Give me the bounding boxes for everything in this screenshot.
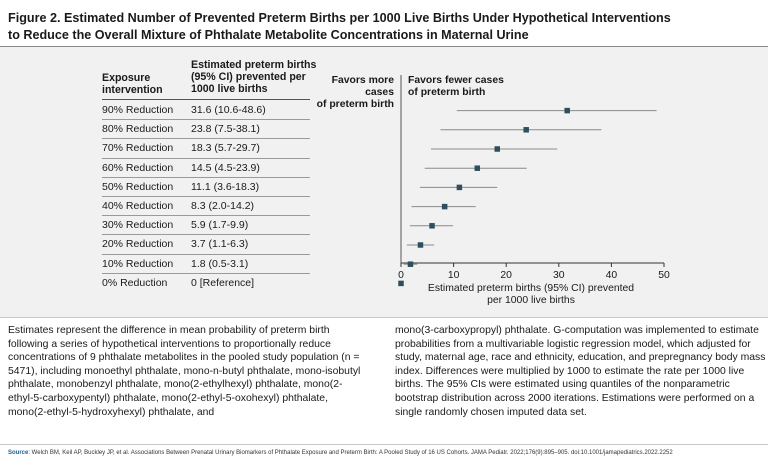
table-row-divider [102,176,310,178]
figure-panel: Exposure intervention Estimated preterm … [0,47,768,317]
table-row-divider [102,157,310,159]
point-estimate [441,203,448,210]
x-axis-label: Estimated preterm births (95% CI) preven… [400,283,662,307]
table-row-label: 10% Reduction [102,257,174,270]
point-estimate [429,223,435,229]
source-tag: Source [8,450,29,456]
caption-left-column: Estimates represent the difference in me… [8,325,361,418]
estimate-header-line-1: Estimated preterm births [191,59,317,71]
estimate-column-header: Estimated preterm births (95% CI) preven… [191,59,321,95]
x-axis-tick-label: 40 [606,270,618,281]
table-row-estimate: 5.9 (1.7-9.9) [191,219,249,232]
exposure-header-line-2: intervention [102,84,163,96]
table-row-estimate: 0 [Reference] [191,276,255,289]
point-estimate [564,107,570,114]
figure-title: Figure 2. Estimated Number of Prevented … [8,10,758,44]
x-axis-tick-label: 30 [553,270,565,281]
table-row-estimate: 3.7 (1.1-6.3) [191,238,249,251]
point-estimate [417,242,424,248]
table-row-divider [102,119,310,121]
table-row-estimate: 18.3 (5.7-29.7) [191,142,260,155]
x-axis-label-line-2: per 1000 live births [487,295,575,306]
table-row-divider [102,138,310,140]
x-axis-tick-label: 10 [448,270,460,281]
table-row-estimate: 31.6 (10.6-48.6) [191,104,266,116]
x-axis-tick-label: 50 [658,270,670,281]
table-row-label: 50% Reduction [102,180,174,193]
table-row-estimate: 1.8 (0.5-3.1) [191,257,249,270]
caption-right-column: mono(3-carboxypropyl) phthalate. G-compu… [395,325,766,418]
table-row-estimate: 14.5 (4.5-23.9) [191,161,260,174]
exposure-header-line-1: Exposure [102,72,151,84]
favors-fewer-line-2: of preterm birth [408,87,486,98]
x-axis-tick-label: 0 [398,270,404,281]
panel-divider [0,317,768,318]
figure-title-line-1: Figure 2. Estimated Number of Prevented … [8,11,671,25]
table-row-label: 0% Reduction [102,276,168,289]
favors-more-line-2: of preterm birth [316,99,394,110]
favors-fewer-label: Favors fewer cases of preterm birth [408,75,518,99]
favors-more-line-1: Favors more cases [331,75,394,98]
point-estimate [398,280,404,287]
figure-title-line-2: to Reduce the Overall Mixture of Phthala… [8,28,529,42]
table-row-estimate: 8.3 (2.0-14.2) [191,200,255,212]
table-row-divider [102,215,310,217]
table-row-divider [102,234,310,236]
table-row-label: 20% Reduction [102,238,174,251]
table-row-label: 60% Reduction [102,161,174,174]
table-row-label: 80% Reduction [102,123,174,136]
table-row-divider [102,272,310,274]
point-estimate [474,165,481,171]
title-divider [0,46,768,47]
source-divider [0,444,768,445]
table-row-estimate: 23.8 (7.5-38.1) [191,123,260,136]
favors-fewer-line-1: Favors fewer cases [408,75,504,86]
point-estimate [407,261,414,267]
x-axis-label-line-1: Estimated preterm births (95% CI) preven… [427,283,635,294]
table-row-label: 40% Reduction [102,200,174,212]
table-row-label: 90% Reduction [102,104,174,116]
exposure-column-header: Exposure intervention [102,72,163,96]
source-text: : Welch BM, Keil AP, Buckley JP, et al. … [28,450,673,456]
table-header-rule [102,99,310,100]
point-estimate [523,127,529,133]
x-axis-tick-label: 20 [500,270,512,281]
table-row-label: 30% Reduction [102,219,174,232]
estimate-header-line-2: (95% CI) prevented per [191,71,306,83]
table-row-divider [102,253,310,255]
table-row-divider [102,196,310,197]
source-citation: Source: Welch BM, Keil AP, Buckley JP, e… [8,449,764,457]
favors-more-label: Favors more cases of preterm birth [312,75,394,111]
point-estimate [456,184,463,191]
table-row-estimate: 11.1 (3.6-18.3) [191,180,260,193]
estimate-header-line-3: 1000 live births [191,83,268,95]
point-estimate [494,146,501,152]
table-row-label: 70% Reduction [102,142,174,155]
forest-plot: 0 10 20 30 40 50 [398,75,670,287]
